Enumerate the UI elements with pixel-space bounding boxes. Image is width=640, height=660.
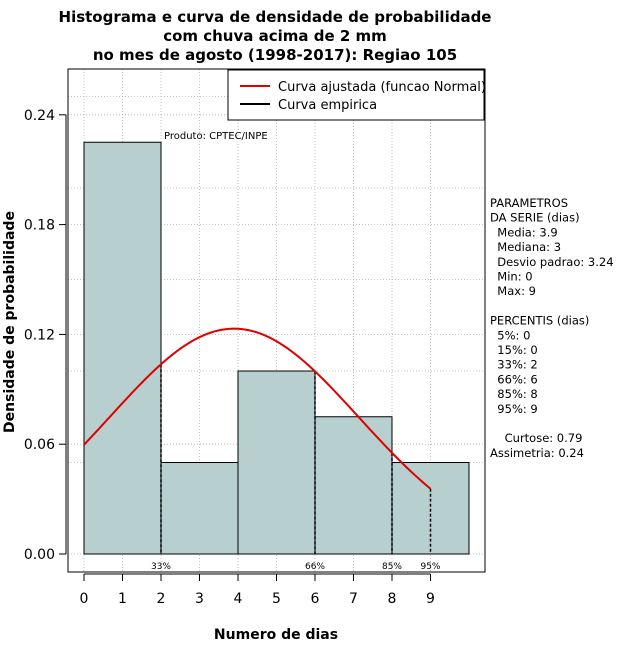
plot-frame [67, 68, 486, 573]
chart-title-line-3: no mes de agosto (1998-2017): Regiao 105 [93, 46, 457, 64]
x-tick-label-5: 5 [272, 591, 281, 607]
product-annotation: Produto: CPTEC/INPE [164, 131, 268, 142]
percentile-markers: 33% 66% 85% 95% [151, 364, 441, 572]
side-panel-line-17: Assimetria: 0.24 [490, 446, 584, 460]
x-tick-label-8: 8 [388, 591, 397, 607]
side-panel-line-13: 85%: 8 [490, 387, 538, 401]
y-tick-label-3: 0.18 [24, 218, 55, 234]
y-axis: 0.00 0.06 0.12 0.18 0.24 [24, 108, 67, 563]
x-axis: 0 1 2 3 4 5 6 7 8 9 [80, 573, 435, 607]
y-tick-label-1: 0.06 [24, 437, 55, 453]
legend-label-normal: Curva ajustada (funcao Normal) [278, 80, 486, 95]
side-panel-line-4: Desvio padrao: 3.24 [490, 255, 614, 269]
legend-label-empirical: Curva empirica [278, 98, 377, 113]
side-panel-line-3: Mediana: 3 [490, 240, 561, 254]
x-tick-label-9: 9 [426, 591, 435, 607]
percentile-label-0: 33% [151, 562, 171, 572]
side-panel-line-10: 15%: 0 [490, 343, 538, 357]
y-tick-label-4: 0.24 [24, 108, 55, 124]
chart-title-line-2: com chuva acima de 2 mm [163, 27, 387, 45]
x-tick-label-3: 3 [195, 591, 204, 607]
percentile-label-1: 66% [305, 562, 325, 572]
x-tick-label-6: 6 [311, 591, 320, 607]
side-panel-line-9: 5%: 0 [490, 328, 530, 342]
chart-title-line-1: Histograma e curva de densidade de proba… [59, 8, 492, 26]
side-panel-line-0: PARAMETROS [490, 196, 568, 210]
side-panel-line-14: 95%: 9 [490, 402, 538, 416]
histogram-bar-2 [237, 370, 316, 555]
y-tick-label-0: 0.00 [24, 547, 55, 563]
normal-curve-group [83, 327, 432, 490]
x-tick-label-7: 7 [349, 591, 358, 607]
x-tick-label-1: 1 [118, 591, 127, 607]
legend-box [227, 69, 485, 121]
normal-curve [83, 327, 432, 490]
side-panel-line-1: DA SERIE (dias) [490, 211, 580, 225]
side-panel-line-16: Curtose: 0.79 [490, 431, 582, 445]
histogram-bar-1 [160, 462, 239, 555]
percentile-label-2: 85% [382, 562, 402, 572]
y-tick-label-2: 0.12 [24, 327, 55, 343]
side-panel-line-6: Max: 9 [490, 284, 536, 298]
x-tick-label-4: 4 [234, 591, 243, 607]
histogram-bar-0 [83, 141, 162, 555]
side-panel-line-12: 66%: 6 [490, 372, 538, 386]
side-panel-line-11: 33%: 2 [490, 358, 538, 372]
x-axis-label: Numero de dias [214, 627, 338, 643]
histogram-bars [83, 141, 470, 555]
histogram-bar-3 [314, 416, 393, 555]
x-tick-label-2: 2 [157, 591, 166, 607]
legend: Curva ajustada (funcao Normal) Curva emp… [227, 69, 486, 121]
side-panel-line-5: Min: 0 [490, 270, 533, 284]
side-panel-line-2: Media: 3.9 [490, 225, 558, 239]
x-tick-label-0: 0 [80, 591, 89, 607]
y-axis-label: Densidade de probabilidade [2, 211, 18, 433]
side-panel-line-8: PERCENTIS (dias) [490, 314, 589, 328]
percentile-label-3: 95% [420, 562, 440, 572]
